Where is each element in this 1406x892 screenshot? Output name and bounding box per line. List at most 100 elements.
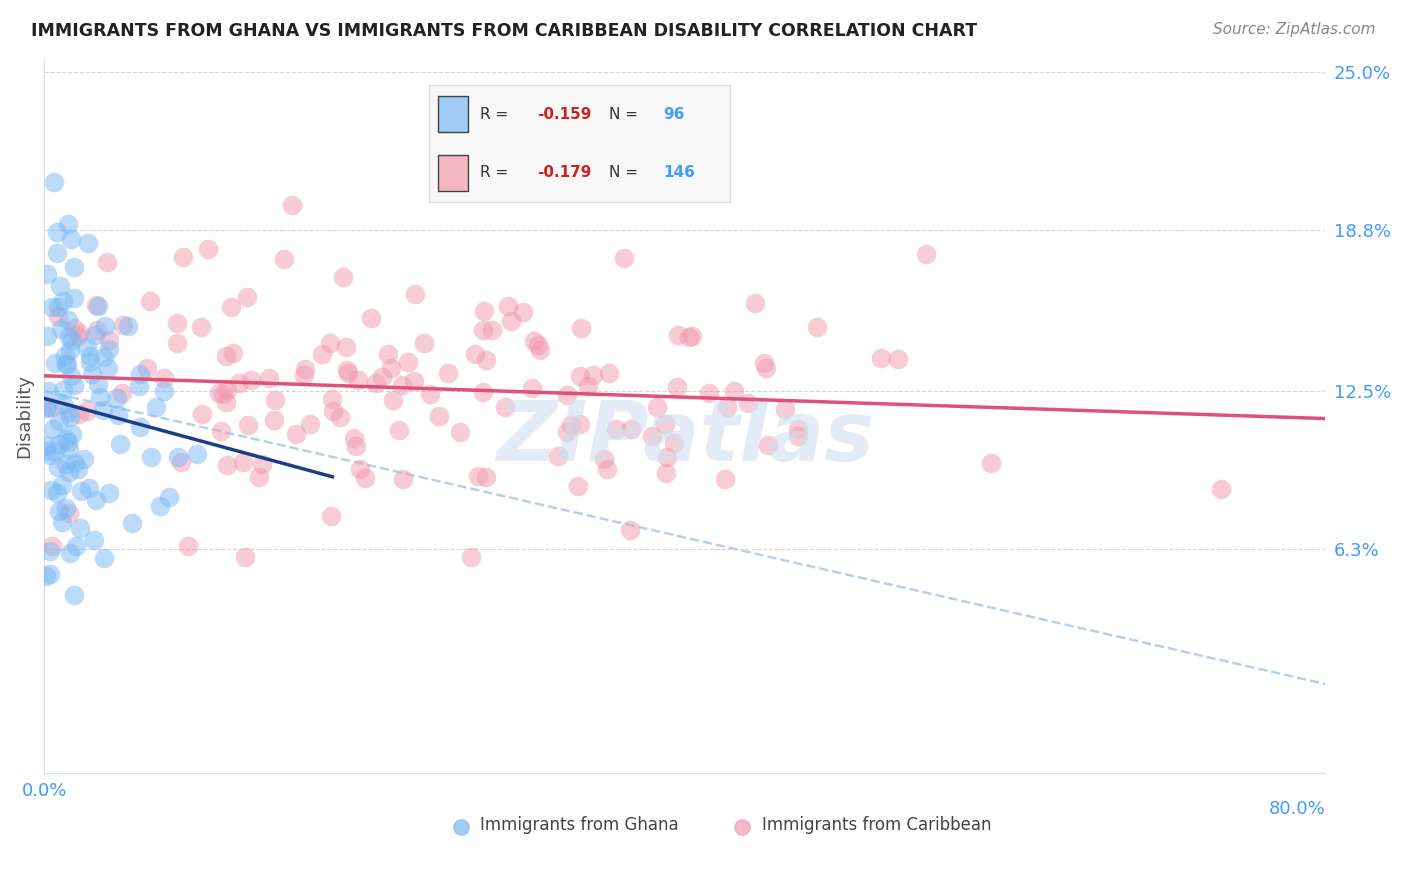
Point [93, 319, 115, 334]
Point [37, 384, 59, 398]
Point [35, 400, 58, 414]
Point [48, 300, 70, 314]
Point [56, 217, 79, 231]
Point [48, 414, 70, 428]
Point [329, 409, 352, 424]
Point [233, 549, 256, 564]
Point [52, 384, 75, 398]
Point [167, 450, 190, 464]
Point [787, 428, 810, 442]
Point [55, 432, 77, 446]
Point [51, 477, 73, 491]
Point [787, 421, 810, 435]
Point [713, 472, 735, 486]
Point [236, 290, 259, 304]
Point [737, 396, 759, 410]
Point [149, 499, 172, 513]
Point [67, 462, 90, 476]
Point [641, 429, 664, 443]
Point [60, 334, 83, 348]
Point [58, 442, 80, 456]
Point [402, 374, 425, 388]
Point [35, 438, 58, 452]
Point [105, 391, 128, 405]
Point [41, 300, 63, 314]
Point [413, 336, 436, 351]
Point [219, 301, 242, 315]
Point [89, 390, 111, 404]
Point [281, 198, 304, 212]
Point [228, 376, 250, 390]
Point [215, 395, 238, 409]
Point [42, 175, 65, 189]
Point [360, 310, 382, 325]
Point [49, 278, 72, 293]
Y-axis label: Disability: Disability [15, 375, 32, 458]
Point [299, 417, 322, 431]
Point [716, 400, 738, 414]
Point [337, 366, 360, 380]
Point [522, 381, 544, 395]
Point [44, 444, 66, 458]
Point [38, 448, 60, 462]
Point [464, 347, 486, 361]
Point [474, 470, 496, 484]
Point [128, 379, 150, 393]
Point [756, 438, 779, 452]
Point [63, 456, 86, 470]
Point [62, 291, 84, 305]
Point [449, 425, 471, 439]
Point [59, 546, 82, 560]
Point [723, 384, 745, 398]
Point [292, 368, 315, 382]
Point [129, 420, 152, 434]
Point [46, 460, 69, 475]
Point [257, 371, 280, 385]
Point [645, 401, 668, 415]
Point [392, 472, 415, 486]
Point [655, 467, 678, 481]
Point [58, 465, 80, 479]
Point [209, 424, 232, 438]
Point [596, 462, 619, 476]
Point [51, 516, 73, 530]
Point [354, 471, 377, 485]
Point [84, 298, 107, 312]
Point [697, 385, 720, 400]
Point [752, 356, 775, 370]
Point [343, 431, 366, 445]
Point [39, 543, 62, 558]
Point [91, 403, 114, 417]
Point [247, 470, 270, 484]
Point [52, 293, 75, 308]
Point [613, 251, 636, 265]
Point [481, 323, 503, 337]
Point [666, 379, 689, 393]
Point [197, 243, 219, 257]
Point [321, 392, 343, 406]
Point [58, 330, 80, 344]
Point [499, 314, 522, 328]
Point [177, 539, 200, 553]
Point [236, 417, 259, 432]
Point [117, 319, 139, 334]
Point [79, 349, 101, 363]
Point [377, 347, 399, 361]
Point [371, 370, 394, 384]
Point [655, 450, 678, 464]
Point [366, 376, 388, 390]
Point [744, 296, 766, 310]
Point [145, 400, 167, 414]
Point [67, 326, 90, 340]
Point [215, 383, 238, 397]
Point [285, 426, 308, 441]
Point [41, 483, 63, 498]
Point [62, 378, 84, 392]
Point [349, 461, 371, 475]
Point [1211, 482, 1233, 496]
Point [56, 357, 79, 371]
Point [157, 490, 180, 504]
Point [138, 294, 160, 309]
Point [55, 349, 77, 363]
Point [347, 373, 370, 387]
